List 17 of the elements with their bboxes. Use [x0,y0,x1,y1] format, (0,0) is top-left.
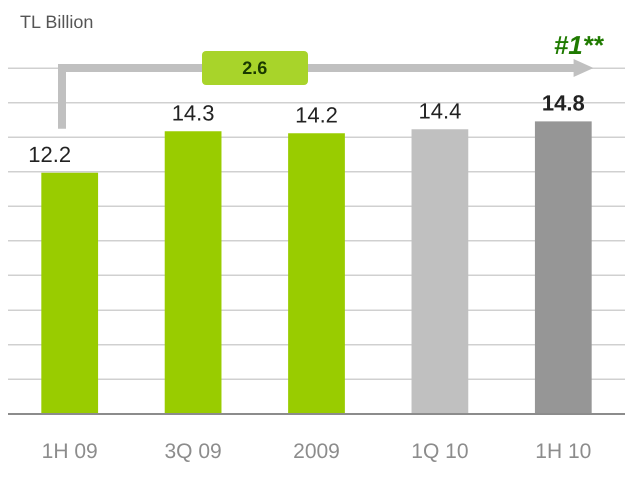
bar [288,133,345,414]
x-tick-label: 1H 10 [535,440,592,464]
data-label: 12.2 [28,142,72,167]
data-label: 14.3 [172,100,215,126]
x-tick-label: 2009 [293,440,340,464]
bar [412,129,468,414]
data-label: 14.4 [418,98,462,124]
label-badge: 2.6 [202,51,308,85]
x-tick-label: 3Q 09 [164,440,222,464]
x-tick-label: 1H 09 [42,440,98,464]
x-tick-label: 1Q 10 [411,440,469,464]
text: #1** [554,30,603,61]
data-label: 14.2 [295,102,338,128]
bar [164,131,222,414]
data-label: 14.8 [542,90,585,116]
text: TL Billion [20,12,94,33]
bar [41,172,98,414]
